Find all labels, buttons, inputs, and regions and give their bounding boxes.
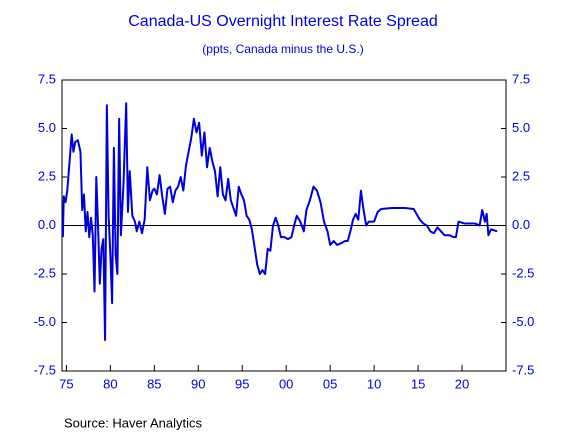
chart-subtitle: (ppts, Canada minus the U.S.) — [202, 42, 363, 56]
y2-tick-label: -5.0 — [512, 314, 534, 329]
y-tick-label: 5.0 — [38, 120, 56, 135]
y-tick-label: 0.0 — [38, 217, 56, 232]
y-tick-label: 2.5 — [38, 168, 56, 183]
x-tick-label: 15 — [411, 376, 425, 391]
y-tick-label: 7.5 — [38, 71, 56, 86]
chart-title: Canada-US Overnight Interest Rate Spread — [128, 13, 438, 30]
y2-tick-label: 5.0 — [512, 120, 530, 135]
y2-tick-label: 7.5 — [512, 71, 530, 86]
x-tick-label: 10 — [367, 376, 381, 391]
x-tick-label: 75 — [59, 376, 73, 391]
y2-tick-label: 2.5 — [512, 168, 530, 183]
x-tick-label: 05 — [323, 376, 337, 391]
source-note: Source: Haver Analytics — [64, 415, 203, 430]
y-tick-label: -7.5 — [34, 362, 56, 377]
y-tick-label: -5.0 — [34, 314, 56, 329]
x-tick-label: 20 — [455, 376, 469, 391]
x-tick-label: 95 — [235, 376, 249, 391]
x-tick-label: 85 — [147, 376, 161, 391]
x-tick-label: 90 — [191, 376, 205, 391]
y2-tick-label: -2.5 — [512, 265, 534, 280]
y2-tick-label: 0.0 — [512, 217, 530, 232]
x-tick-label: 80 — [103, 376, 117, 391]
data-line — [61, 102, 498, 341]
y2-tick-label: -7.5 — [512, 362, 534, 377]
y-tick-label: -2.5 — [34, 265, 56, 280]
x-tick-label: 00 — [279, 376, 293, 391]
